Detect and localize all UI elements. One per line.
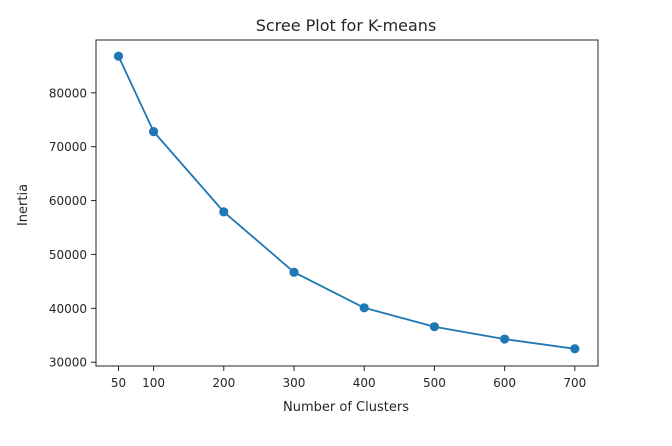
data-point bbox=[429, 322, 440, 332]
data-point bbox=[148, 127, 159, 137]
data-point bbox=[500, 334, 510, 344]
y-tick-label: 30000 bbox=[49, 356, 87, 370]
chart-title: Scree Plot for K-means bbox=[256, 16, 437, 35]
data-point bbox=[113, 51, 124, 61]
x-tick-label: 700 bbox=[563, 376, 586, 390]
y-tick-label: 50000 bbox=[49, 248, 87, 262]
x-axis-label: Number of Clusters bbox=[283, 400, 409, 415]
y-tick-label: 70000 bbox=[49, 140, 87, 154]
data-point bbox=[219, 207, 229, 217]
y-tick-label: 60000 bbox=[49, 194, 87, 208]
data-point bbox=[289, 267, 299, 277]
series-line bbox=[117, 55, 575, 350]
data-point bbox=[359, 303, 369, 313]
x-tick-label: 400 bbox=[353, 376, 376, 390]
x-tick-label: 300 bbox=[283, 376, 306, 390]
x-tick-label: 200 bbox=[212, 376, 235, 390]
y-tick-label: 80000 bbox=[49, 86, 87, 100]
x-tick-label: 100 bbox=[142, 376, 165, 390]
y-axis-label: Inertia bbox=[16, 184, 31, 226]
data-point bbox=[570, 344, 580, 354]
axes-frame bbox=[95, 39, 599, 367]
x-tick-label: 50 bbox=[111, 376, 126, 390]
x-tick-label: 500 bbox=[423, 376, 446, 390]
y-tick-label: 40000 bbox=[49, 302, 87, 316]
plot-area: 50 100 200 300 400 500 600 700 30000 40000 50000 60… bbox=[49, 39, 599, 390]
x-tick-label: 600 bbox=[493, 376, 516, 390]
